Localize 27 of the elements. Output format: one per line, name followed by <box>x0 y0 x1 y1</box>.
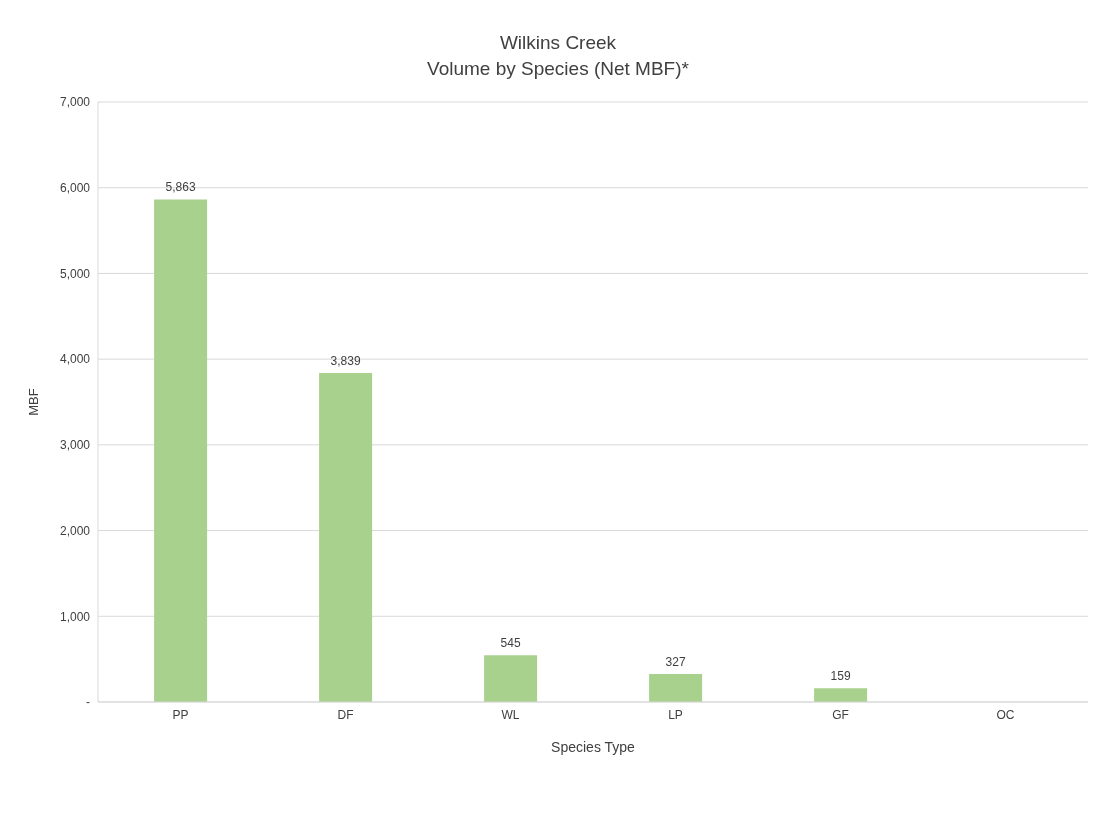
data-label: 327 <box>665 654 686 669</box>
data-label: 159 <box>830 669 851 684</box>
y-tick-label: 4,000 <box>59 352 91 367</box>
data-label: 3,839 <box>330 353 361 368</box>
y-axis-title: MBF <box>25 388 41 416</box>
bar <box>154 199 208 702</box>
x-tick-label: DF <box>337 707 354 722</box>
y-tick-label: 3,000 <box>59 438 91 453</box>
bar <box>649 673 703 702</box>
bar <box>814 688 868 702</box>
x-axis-title: Species Type <box>551 739 636 755</box>
x-tick-label: OC <box>996 707 1015 722</box>
y-tick-label: 7,000 <box>59 95 91 110</box>
data-label: 545 <box>500 636 521 651</box>
y-tick-label: 6,000 <box>59 180 91 195</box>
y-tick-label: - <box>86 695 90 710</box>
y-tick-label: 5,000 <box>59 266 91 281</box>
x-tick-label: LP <box>668 707 683 722</box>
bar <box>484 655 538 702</box>
x-tick-label: PP <box>172 707 189 722</box>
y-tick-label: 1,000 <box>59 609 91 624</box>
x-tick-label: WL <box>501 707 520 722</box>
x-tick-label: GF <box>832 707 849 722</box>
y-tick-label: 2,000 <box>59 523 91 538</box>
data-label: 5,863 <box>165 180 196 195</box>
bar <box>319 372 373 702</box>
chart-title: Wilkins Creek Volume by Species (Net MBF)* <box>426 31 690 81</box>
